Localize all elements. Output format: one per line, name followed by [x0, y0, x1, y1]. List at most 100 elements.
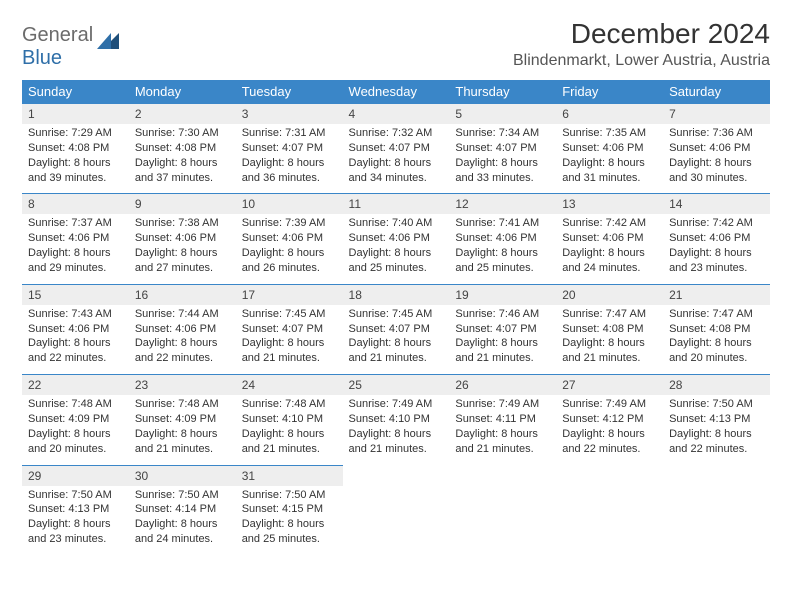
day-number-cell: 23 [129, 375, 236, 396]
sunrise-text: Sunrise: 7:31 AM [242, 126, 337, 141]
daylight-text-1: Daylight: 8 hours [669, 246, 764, 261]
sunrise-text: Sunrise: 7:39 AM [242, 216, 337, 231]
day-number-cell [343, 465, 450, 486]
day-number-cell: 6 [556, 104, 663, 125]
sunset-text: Sunset: 4:08 PM [135, 141, 230, 156]
day-number-cell: 29 [22, 465, 129, 486]
day-number-cell: 24 [236, 375, 343, 396]
sunrise-text: Sunrise: 7:50 AM [669, 397, 764, 412]
sunrise-text: Sunrise: 7:42 AM [669, 216, 764, 231]
day-body-cell: Sunrise: 7:44 AMSunset: 4:06 PMDaylight:… [129, 305, 236, 375]
sunset-text: Sunset: 4:07 PM [455, 322, 550, 337]
sunrise-text: Sunrise: 7:49 AM [562, 397, 657, 412]
weekday-header: Friday [556, 80, 663, 104]
day-number-cell: 26 [449, 375, 556, 396]
day-body-cell: Sunrise: 7:49 AMSunset: 4:12 PMDaylight:… [556, 395, 663, 465]
day-number-cell: 16 [129, 284, 236, 305]
sunrise-text: Sunrise: 7:34 AM [455, 126, 550, 141]
sunset-text: Sunset: 4:08 PM [562, 322, 657, 337]
sunset-text: Sunset: 4:06 PM [28, 231, 123, 246]
sunset-text: Sunset: 4:07 PM [455, 141, 550, 156]
day-number-cell: 28 [663, 375, 770, 396]
sunset-text: Sunset: 4:06 PM [242, 231, 337, 246]
sunset-text: Sunset: 4:11 PM [455, 412, 550, 427]
daylight-text-2: and 36 minutes. [242, 171, 337, 186]
daylight-text-1: Daylight: 8 hours [562, 427, 657, 442]
day-number-cell [663, 465, 770, 486]
sunrise-text: Sunrise: 7:50 AM [135, 488, 230, 503]
day-number-cell: 9 [129, 194, 236, 215]
weekday-header: Thursday [449, 80, 556, 104]
daylight-text-1: Daylight: 8 hours [135, 336, 230, 351]
weekday-header: Monday [129, 80, 236, 104]
day-number-cell: 31 [236, 465, 343, 486]
day-number-row: 293031 [22, 465, 770, 486]
daylight-text-1: Daylight: 8 hours [349, 156, 444, 171]
daylight-text-1: Daylight: 8 hours [28, 427, 123, 442]
sunrise-text: Sunrise: 7:46 AM [455, 307, 550, 322]
sunrise-text: Sunrise: 7:48 AM [28, 397, 123, 412]
weekday-header: Saturday [663, 80, 770, 104]
day-body-cell: Sunrise: 7:38 AMSunset: 4:06 PMDaylight:… [129, 214, 236, 284]
sunset-text: Sunset: 4:06 PM [562, 141, 657, 156]
day-number-cell: 30 [129, 465, 236, 486]
daylight-text-1: Daylight: 8 hours [242, 427, 337, 442]
daylight-text-2: and 25 minutes. [455, 261, 550, 276]
day-number-cell: 8 [22, 194, 129, 215]
day-number-cell: 17 [236, 284, 343, 305]
sunrise-text: Sunrise: 7:49 AM [349, 397, 444, 412]
sunset-text: Sunset: 4:09 PM [135, 412, 230, 427]
daylight-text-2: and 30 minutes. [669, 171, 764, 186]
sunset-text: Sunset: 4:07 PM [242, 322, 337, 337]
day-body-cell: Sunrise: 7:47 AMSunset: 4:08 PMDaylight:… [663, 305, 770, 375]
sunrise-text: Sunrise: 7:50 AM [242, 488, 337, 503]
day-body-cell: Sunrise: 7:42 AMSunset: 4:06 PMDaylight:… [663, 214, 770, 284]
daylight-text-2: and 37 minutes. [135, 171, 230, 186]
day-body-cell: Sunrise: 7:37 AMSunset: 4:06 PMDaylight:… [22, 214, 129, 284]
day-body-cell [343, 486, 450, 555]
sunrise-text: Sunrise: 7:47 AM [669, 307, 764, 322]
day-number-cell: 3 [236, 104, 343, 125]
sunset-text: Sunset: 4:07 PM [242, 141, 337, 156]
weekday-header: Wednesday [343, 80, 450, 104]
daylight-text-1: Daylight: 8 hours [669, 427, 764, 442]
day-number-cell: 5 [449, 104, 556, 125]
day-number-cell [556, 465, 663, 486]
daylight-text-1: Daylight: 8 hours [669, 336, 764, 351]
sunrise-text: Sunrise: 7:29 AM [28, 126, 123, 141]
sunset-text: Sunset: 4:06 PM [135, 322, 230, 337]
day-number-cell: 7 [663, 104, 770, 125]
daylight-text-1: Daylight: 8 hours [135, 427, 230, 442]
daylight-text-2: and 22 minutes. [135, 351, 230, 366]
day-body-cell: Sunrise: 7:48 AMSunset: 4:09 PMDaylight:… [22, 395, 129, 465]
day-body-cell: Sunrise: 7:35 AMSunset: 4:06 PMDaylight:… [556, 124, 663, 194]
daylight-text-1: Daylight: 8 hours [135, 517, 230, 532]
sunrise-text: Sunrise: 7:45 AM [242, 307, 337, 322]
day-number-cell: 4 [343, 104, 450, 125]
daylight-text-2: and 21 minutes. [455, 442, 550, 457]
daylight-text-2: and 22 minutes. [562, 442, 657, 457]
sunset-text: Sunset: 4:08 PM [669, 322, 764, 337]
day-body-cell: Sunrise: 7:46 AMSunset: 4:07 PMDaylight:… [449, 305, 556, 375]
daylight-text-2: and 20 minutes. [28, 442, 123, 457]
sunset-text: Sunset: 4:13 PM [669, 412, 764, 427]
daylight-text-1: Daylight: 8 hours [242, 517, 337, 532]
day-number-cell: 11 [343, 194, 450, 215]
daylight-text-1: Daylight: 8 hours [28, 156, 123, 171]
day-body-cell: Sunrise: 7:45 AMSunset: 4:07 PMDaylight:… [236, 305, 343, 375]
daylight-text-2: and 27 minutes. [135, 261, 230, 276]
daylight-text-1: Daylight: 8 hours [455, 246, 550, 261]
sunset-text: Sunset: 4:07 PM [349, 141, 444, 156]
sunrise-text: Sunrise: 7:49 AM [455, 397, 550, 412]
daylight-text-1: Daylight: 8 hours [669, 156, 764, 171]
day-number-cell: 20 [556, 284, 663, 305]
daylight-text-2: and 21 minutes. [349, 442, 444, 457]
sunrise-text: Sunrise: 7:38 AM [135, 216, 230, 231]
day-body-cell: Sunrise: 7:42 AMSunset: 4:06 PMDaylight:… [556, 214, 663, 284]
daylight-text-2: and 20 minutes. [669, 351, 764, 366]
day-number-row: 22232425262728 [22, 375, 770, 396]
day-body-cell [449, 486, 556, 555]
daylight-text-2: and 21 minutes. [135, 442, 230, 457]
day-body-cell: Sunrise: 7:43 AMSunset: 4:06 PMDaylight:… [22, 305, 129, 375]
daylight-text-1: Daylight: 8 hours [455, 336, 550, 351]
